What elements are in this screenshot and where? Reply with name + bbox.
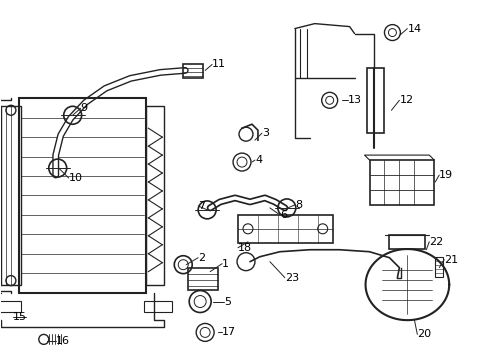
- Bar: [147, 106, 164, 285]
- Text: 20: 20: [417, 329, 432, 339]
- Bar: [435, 257, 443, 276]
- Text: 12: 12: [399, 95, 414, 105]
- Text: 13: 13: [347, 95, 362, 105]
- Text: 23: 23: [285, 273, 299, 283]
- Text: 14: 14: [407, 24, 421, 33]
- Text: 4: 4: [255, 155, 262, 165]
- Bar: [145, 301, 172, 312]
- Text: 7: 7: [198, 201, 205, 211]
- Bar: [390, 235, 425, 249]
- Text: 2: 2: [198, 253, 205, 263]
- Text: 3: 3: [262, 128, 269, 138]
- Text: 11: 11: [212, 59, 226, 69]
- Text: 21: 21: [444, 255, 458, 265]
- Bar: [183, 64, 203, 78]
- Text: 19: 19: [439, 170, 453, 180]
- Text: 17: 17: [222, 327, 236, 337]
- Text: 22: 22: [429, 237, 443, 247]
- Text: 1: 1: [222, 259, 229, 269]
- Text: 15: 15: [13, 312, 27, 323]
- Bar: [367, 68, 385, 133]
- Text: 5: 5: [224, 297, 231, 306]
- Text: 18: 18: [238, 243, 252, 253]
- Bar: [1, 106, 21, 285]
- Text: 8: 8: [295, 200, 302, 210]
- Text: 16: 16: [56, 336, 70, 346]
- Text: 9: 9: [81, 103, 88, 113]
- Text: 6: 6: [280, 210, 287, 220]
- Bar: [238, 215, 333, 243]
- Bar: [369, 160, 434, 205]
- Bar: [19, 98, 147, 293]
- Bar: [188, 268, 218, 289]
- Bar: [0, 301, 21, 312]
- Text: 10: 10: [69, 173, 83, 183]
